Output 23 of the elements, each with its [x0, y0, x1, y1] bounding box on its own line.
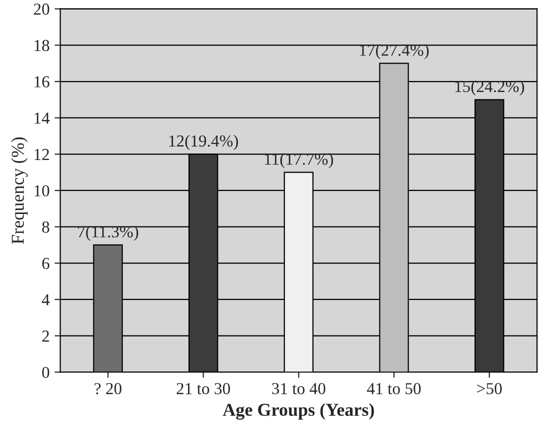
- y-axis-title: Frequency (%): [11, 137, 28, 244]
- y-tick-label: 0: [42, 366, 50, 378]
- y-tick-label: 16: [34, 76, 50, 88]
- x-tick-label: 21 to 30: [176, 383, 230, 394]
- data-label: 11(17.7%): [265, 153, 334, 168]
- x-tick-label: ? 20: [94, 383, 122, 394]
- y-tick-label: 8: [42, 222, 50, 233]
- y-tick-label: 12: [34, 148, 49, 160]
- x-tick-label: 41 to 50: [367, 383, 421, 394]
- y-tick-label: 10: [34, 185, 50, 196]
- x-tick-label: >50: [477, 383, 502, 394]
- y-tick-label: 20: [34, 4, 50, 15]
- y-tick-label: 2: [42, 330, 49, 342]
- data-label: 17(27.4%): [360, 44, 429, 60]
- y-tick-label: 6: [42, 258, 50, 270]
- data-label: 12(19.4%): [169, 134, 238, 150]
- y-tick-label: 14: [34, 112, 50, 124]
- data-label: 15(24.2%): [455, 80, 524, 96]
- y-tick-label: 4: [42, 294, 50, 306]
- x-tick-label: 31 to 40: [272, 383, 326, 394]
- data-label: 7(11.3%): [78, 226, 138, 241]
- x-axis-title: Age Groups (Years): [222, 403, 374, 420]
- y-tick-label: 18: [34, 40, 50, 52]
